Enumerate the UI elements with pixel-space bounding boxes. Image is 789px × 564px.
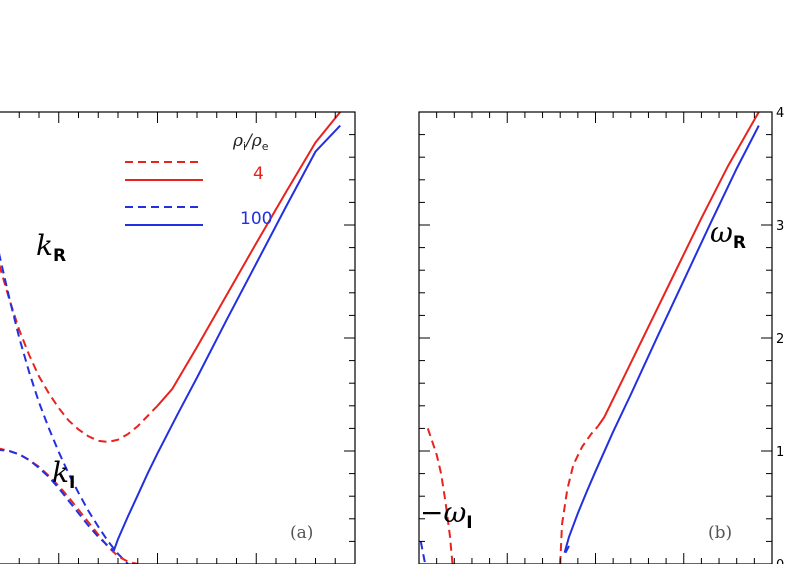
curve-label-kR: kR <box>36 229 66 266</box>
y-tick-label: 3 <box>776 219 784 234</box>
curve-label-kI: kI <box>52 456 75 493</box>
series-line-dashed <box>0 252 129 564</box>
series-line-dashed <box>0 263 159 444</box>
series-line-solid <box>597 111 760 427</box>
curve-label-omegaI: −ωI <box>420 496 473 533</box>
legend-title: ρi/ρe <box>232 131 269 153</box>
y-tick-label: 1 <box>776 445 784 460</box>
series-line-solid <box>112 124 341 554</box>
curve-label-kR-subscript: R <box>53 246 66 266</box>
curve-label-omegaI-subscript: I <box>466 513 472 533</box>
series-line-dashed <box>419 541 427 564</box>
series-line-dashed <box>564 545 570 554</box>
y-tick-label: 4 <box>776 106 784 121</box>
curve-label-omegaI-main: −ω <box>420 496 466 529</box>
y-tick-label: 2 <box>776 332 784 347</box>
legend-title-sub-e: e <box>262 140 269 153</box>
legend-entry-value: 100 <box>240 209 272 229</box>
legend-title-slash: / <box>244 131 254 151</box>
curve-label-kI-main: k <box>52 456 69 489</box>
plot-area <box>419 112 772 564</box>
series-line-solid <box>563 125 760 553</box>
panel-label-a: (a) <box>290 523 313 543</box>
curve-label-omegaR-subscript: R <box>733 233 746 253</box>
panel-b: 0 1 2 3 4 ωR −ωI (b) <box>418 106 784 564</box>
legend-entry-value: 4 <box>253 164 264 184</box>
curve-label-omegaR-main: ω <box>710 216 733 249</box>
series-line-dashed <box>559 425 599 564</box>
curve-label-kI-subscript: I <box>69 473 75 493</box>
legend-title-sub-i: i <box>243 140 246 153</box>
y-tick-label: 0 <box>776 558 784 564</box>
curve-label-kR-main: k <box>36 229 53 262</box>
legend-title-rho-e: ρ <box>251 131 262 151</box>
legend-title-rho-i: ρ <box>232 131 243 151</box>
curve-label-omegaR: ωR <box>710 216 746 253</box>
series-line-solid <box>156 111 341 407</box>
panel-label-b: (b) <box>708 523 732 543</box>
